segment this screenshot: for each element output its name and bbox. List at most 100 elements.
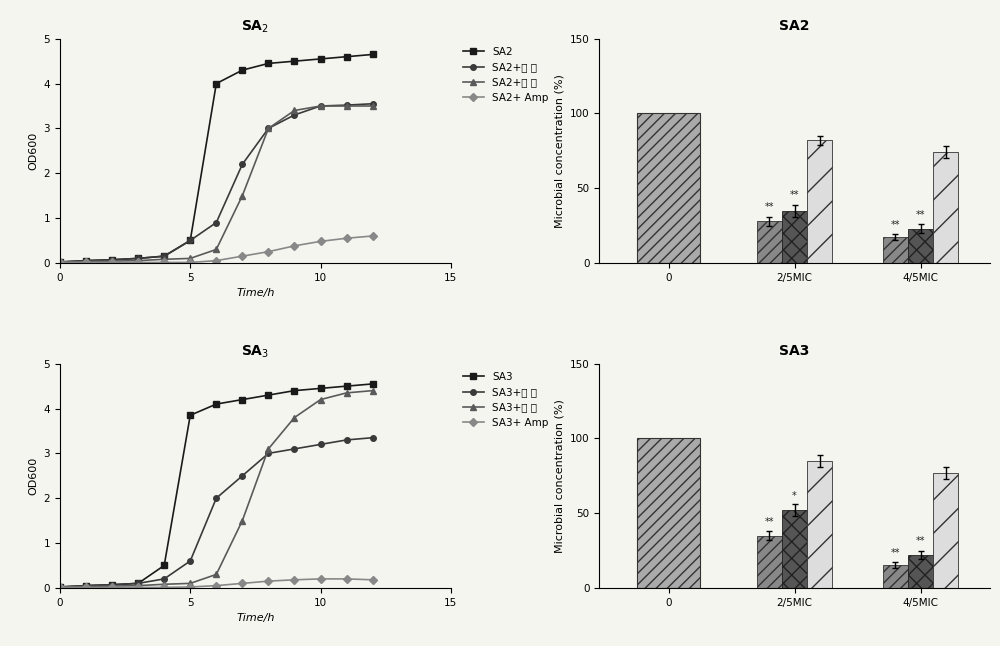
SA2 [236, 67, 248, 74]
SA3+ Amp [184, 583, 196, 591]
SA2+水 提 [184, 236, 196, 244]
SA3 [341, 382, 353, 390]
SA2+ Amp [341, 234, 353, 242]
SA2+ Amp [54, 258, 66, 266]
SA2+ Amp [106, 258, 118, 266]
Y-axis label: OD600: OD600 [28, 132, 38, 170]
Y-axis label: Microbial concentration (%): Microbial concentration (%) [554, 399, 564, 553]
SA2+水 提 [132, 255, 144, 262]
SA2+醇 提 [341, 102, 353, 110]
SA2+水 提 [288, 111, 300, 119]
SA2 [367, 50, 379, 58]
SA2+醇 提 [288, 107, 300, 114]
SA3+水 提 [262, 450, 274, 457]
SA3 [184, 412, 196, 419]
Line: SA3: SA3 [57, 381, 375, 590]
SA2+醇 提 [158, 255, 170, 263]
Y-axis label: OD600: OD600 [28, 457, 38, 495]
Line: SA2+ Amp: SA2+ Amp [57, 233, 375, 266]
Legend: SA3, SA3+水 提, SA3+醇 提, SA3+ Amp: SA3, SA3+水 提, SA3+醇 提, SA3+ Amp [460, 369, 552, 431]
Bar [757, 536, 782, 588]
Title: SA3: SA3 [779, 344, 810, 359]
SA2+ Amp [80, 258, 92, 266]
SA2+ Amp [158, 258, 170, 266]
Text: **: ** [765, 517, 774, 526]
Y-axis label: Microbial concentration (%): Microbial concentration (%) [554, 74, 564, 228]
SA2+ Amp [262, 248, 274, 256]
SA2+水 提 [80, 256, 92, 264]
SA3+醇 提 [367, 387, 379, 395]
Line: SA2: SA2 [57, 52, 375, 265]
SA2+ Amp [315, 238, 327, 245]
SA2 [80, 256, 92, 264]
Title: SA$_2$: SA$_2$ [241, 19, 269, 35]
SA3+水 提 [315, 441, 327, 448]
SA2+醇 提 [80, 258, 92, 266]
SA3+水 提 [54, 583, 66, 591]
SA3+醇 提 [158, 580, 170, 588]
SA3+ Amp [158, 583, 170, 591]
SA3 [158, 561, 170, 569]
Bar [883, 565, 908, 588]
SA2+醇 提 [106, 257, 118, 265]
SA3+ Amp [210, 582, 222, 590]
SA3+ Amp [288, 576, 300, 584]
Line: SA2+水 提: SA2+水 提 [57, 101, 375, 265]
Title: SA2: SA2 [779, 19, 810, 34]
Line: SA3+水 提: SA3+水 提 [57, 435, 375, 590]
SA2+醇 提 [262, 125, 274, 132]
SA3+水 提 [158, 575, 170, 583]
SA3 [210, 401, 222, 408]
Bar [807, 140, 832, 263]
Text: **: ** [891, 548, 900, 558]
Bar [908, 555, 933, 588]
SA2 [184, 236, 196, 244]
SA2 [210, 79, 222, 87]
SA2+ Amp [236, 253, 248, 260]
SA3+醇 提 [106, 582, 118, 590]
SA2+水 提 [106, 256, 118, 264]
SA3+ Amp [367, 576, 379, 584]
SA3 [315, 384, 327, 392]
Title: SA$_3$: SA$_3$ [241, 344, 270, 360]
SA3 [367, 380, 379, 388]
SA3+水 提 [132, 579, 144, 587]
SA3+水 提 [367, 434, 379, 442]
SA3+ Amp [54, 583, 66, 591]
Line: SA3+醇 提: SA3+醇 提 [57, 388, 375, 590]
SA3+醇 提 [236, 517, 248, 525]
Bar [757, 221, 782, 263]
SA2+ Amp [210, 256, 222, 264]
SA3+水 提 [106, 581, 118, 589]
Bar [637, 114, 700, 263]
SA2+水 提 [367, 100, 379, 108]
SA2+水 提 [341, 101, 353, 109]
Text: **: ** [765, 202, 774, 212]
SA3 [236, 396, 248, 404]
SA3+水 提 [80, 582, 92, 590]
SA3+水 提 [210, 494, 222, 502]
SA2+水 提 [54, 258, 66, 266]
SA2+醇 提 [184, 255, 196, 262]
Bar [933, 152, 958, 263]
Bar [908, 229, 933, 263]
SA2+水 提 [262, 125, 274, 132]
Bar [637, 439, 700, 588]
SA3 [80, 582, 92, 590]
SA2+醇 提 [367, 102, 379, 110]
SA3 [132, 579, 144, 587]
SA3+醇 提 [341, 389, 353, 397]
SA2+ Amp [184, 258, 196, 266]
SA2+醇 提 [315, 102, 327, 110]
SA2+水 提 [315, 102, 327, 110]
Text: **: ** [916, 536, 925, 546]
Line: SA2+醇 提: SA2+醇 提 [57, 103, 375, 265]
Bar [782, 211, 807, 263]
Legend: SA2, SA2+水 提, SA2+醇 提, SA2+ Amp: SA2, SA2+水 提, SA2+醇 提, SA2+ Amp [460, 44, 552, 106]
X-axis label: Time/h: Time/h [236, 288, 275, 298]
SA3 [262, 391, 274, 399]
SA2 [341, 53, 353, 61]
SA3 [54, 583, 66, 591]
SA3+醇 提 [184, 579, 196, 587]
SA3+醇 提 [262, 445, 274, 453]
